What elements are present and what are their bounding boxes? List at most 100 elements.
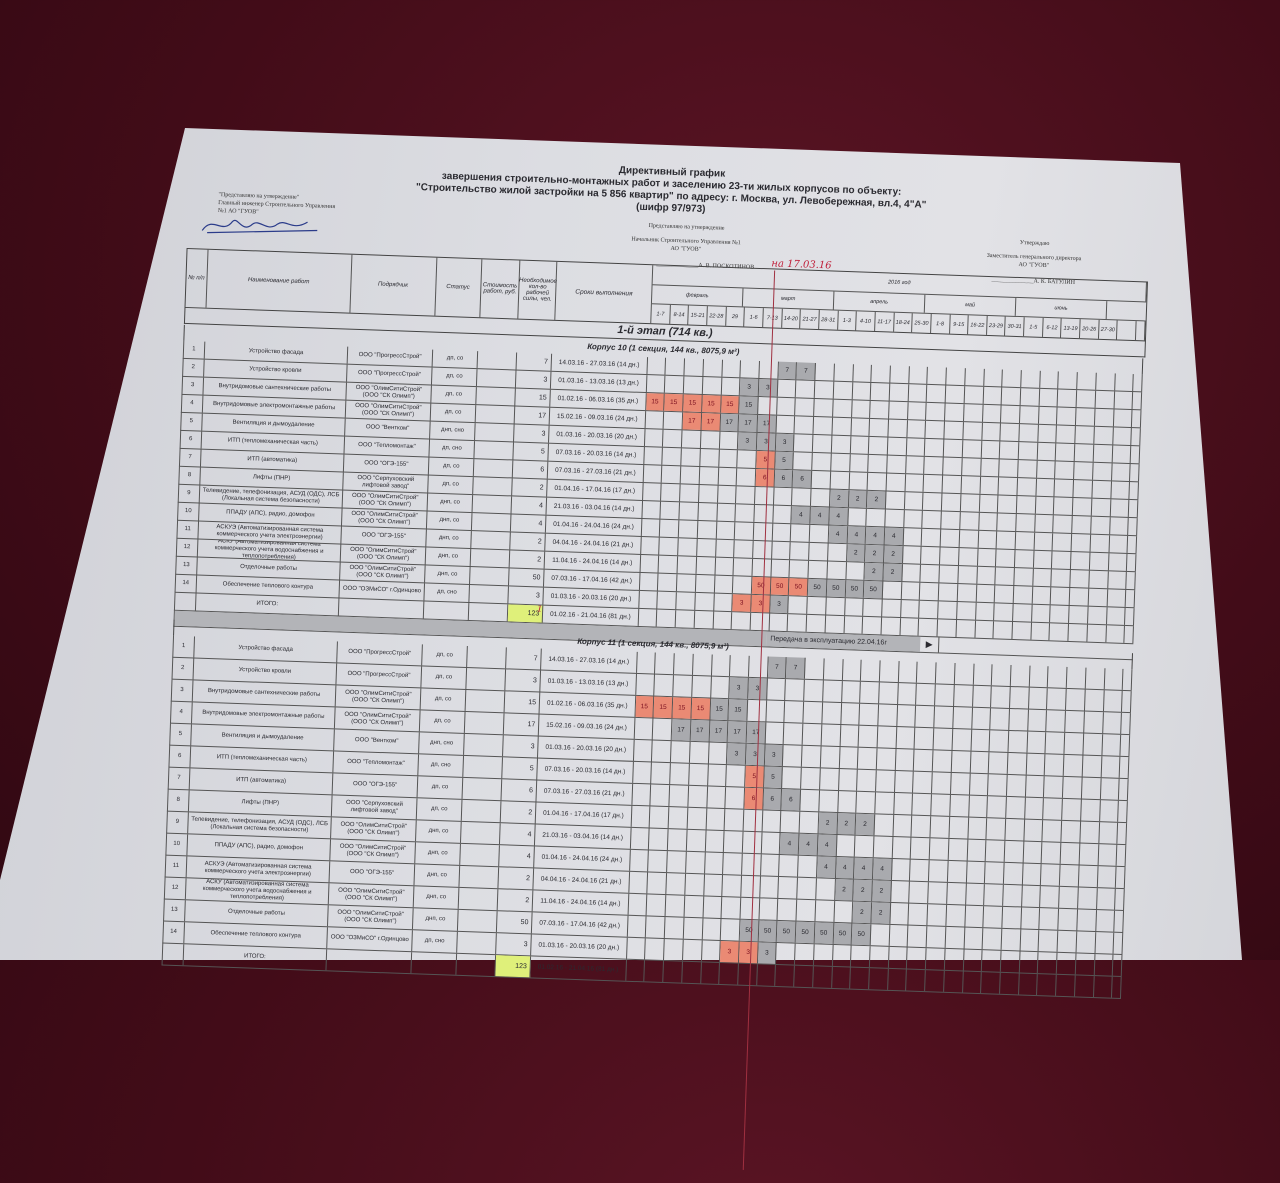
gantt-cell [758,396,778,415]
gantt-cell [889,924,909,947]
gantt-cell [1094,954,1114,976]
contractor: ООО "ОГЭ-155" [329,861,416,886]
gantt-cell [871,364,891,383]
gantt-cell [692,653,713,676]
gantt-cell [652,740,672,763]
cost [477,351,517,370]
row-number: 2 [172,657,194,680]
gantt-cell [1071,534,1091,552]
gantt-cell [1003,862,1024,885]
status: дп, сно [424,583,471,603]
gantt-cell [676,592,696,610]
workers-count: 2 [511,478,548,497]
gantt-cell [783,745,803,767]
gantt-cell [759,876,780,898]
gantt-cell [961,476,981,494]
date-range: 01.04.16 - 24.04.16 (24 дн.) [546,515,643,536]
gantt-cell [938,583,959,602]
gantt-cell [653,718,673,741]
gantt-cell [938,601,958,620]
gantt-cell [836,834,856,857]
gantt-cell [1124,625,1135,644]
contractor: ООО "ОлимСитиСтрой" (ООО "СК Олимп") [340,562,426,583]
gantt-cell [885,509,905,528]
gantt-cell [999,459,1019,478]
gantt-cell [628,871,649,894]
gantt-cell [881,617,901,636]
gantt-cell [1036,460,1057,479]
contractor: ООО "ПрогрессСтрой" [347,346,434,367]
gantt-cell [1010,664,1031,687]
gantt-cell [1072,516,1092,534]
gantt-cell [807,596,827,615]
gantt-cell [679,502,699,520]
status: дп, со [416,798,463,821]
contractor: ООО "ОЗМиСО" г.Одинцово [327,927,413,952]
gantt-cell [798,855,818,878]
gantt-cell [735,504,755,522]
gantt-cell [869,946,890,968]
gantt-cell [946,904,966,927]
gantt-cell [685,873,705,896]
gantt-cell [753,522,773,541]
row-number: 4 [181,394,204,413]
gantt-cell [699,466,719,485]
gantt-cell [673,675,693,697]
gantt-cell [633,739,654,762]
gantt-cell [935,662,956,685]
gantt-cell [877,726,897,749]
gantt-cell [1083,733,1103,756]
gantt-cell: 50 [789,578,809,596]
gantt-cell [932,772,952,794]
gantt-cell [914,727,935,750]
gantt-cell [917,661,937,684]
gantt-cell [1066,688,1086,711]
status: дп, со [417,776,464,799]
gantt-cell [895,749,915,771]
gantt-cell [766,678,787,701]
gantt-cell [697,520,717,539]
gantt-cell [940,529,961,548]
gantt-cell [839,747,859,769]
cost [461,821,501,845]
gantt-cell [921,546,941,565]
status: дп, сно [418,754,465,777]
gantt-cell [1020,388,1040,406]
gantt-cell: 2 [834,878,855,901]
gantt-cell [909,881,930,904]
date-range: 07.03.16 - 20.03.16 (14 дн.) [548,443,645,465]
row-number: 6 [180,430,202,449]
gantt-cell [665,895,686,917]
gantt-cell [922,510,942,529]
gantt-cell [930,816,951,838]
gantt-cell [760,854,781,877]
gantt-cell [719,431,739,450]
week-label: 28-31 [819,310,839,330]
week-label: 21-27 [800,309,820,330]
gantt-cell [925,948,946,970]
row-number: 6 [169,745,191,768]
gantt-cell [632,761,653,784]
gantt-cell [907,947,927,970]
gantt-cell [1029,665,1049,688]
cost [469,603,509,622]
row-number: 2 [183,358,205,377]
gantt-cell [802,723,823,746]
gantt-cell [664,917,685,939]
cost [463,755,503,779]
status: дп, сно [412,930,459,953]
gantt-cell [983,906,1004,928]
gantt-cell [1096,372,1116,391]
gantt-cell [754,486,775,505]
gantt-cell [813,416,833,435]
gantt-cell [682,939,703,962]
gantt-cell [1123,668,1133,691]
gantt-cell [838,769,859,791]
gantt-cell [1080,821,1100,844]
gantt-cell [1012,622,1032,640]
workers-count: 30 [513,424,550,443]
status: дп, со [428,457,475,477]
week-label: 30-31 [1005,316,1025,337]
gantt-cell [1108,553,1128,571]
gantt-cell [857,769,877,792]
